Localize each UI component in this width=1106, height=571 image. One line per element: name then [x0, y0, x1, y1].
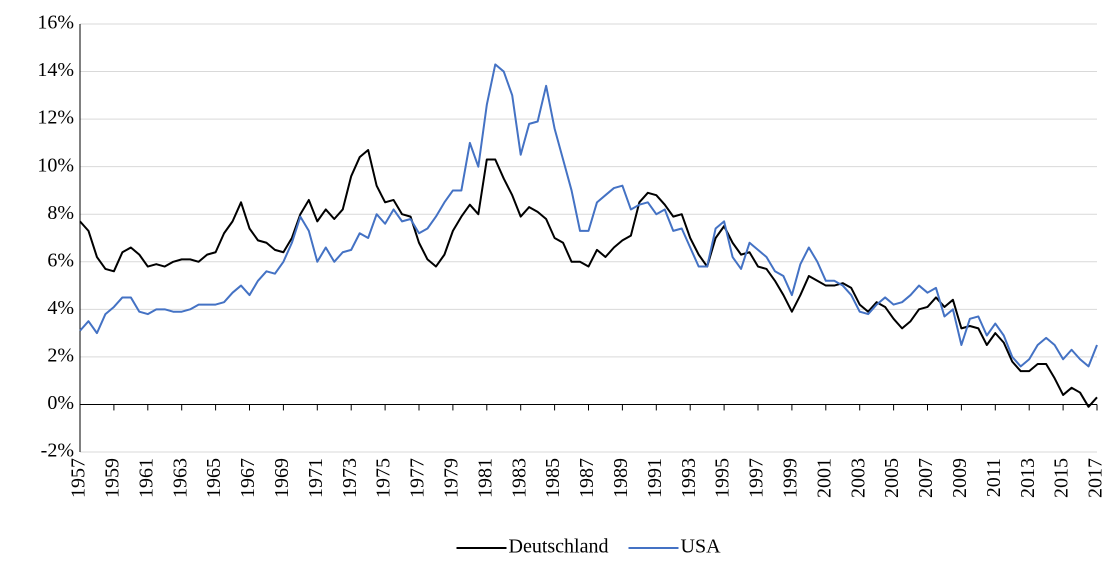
x-tick-label: 1957: [68, 458, 90, 498]
legend-label: USA: [681, 536, 722, 558]
y-tick-label: 14%: [37, 59, 74, 81]
y-tick-label: 10%: [37, 154, 74, 176]
y-tick-label: 12%: [37, 107, 74, 129]
x-tick-label: 2017: [1085, 458, 1106, 498]
x-tick-label: 2009: [949, 458, 971, 498]
x-tick-label: 1965: [203, 458, 225, 498]
x-tick-label: 1999: [779, 458, 801, 498]
line-series: [79, 63, 1098, 368]
x-tick-label: 1969: [271, 458, 293, 498]
x-tick-label: 1981: [474, 458, 496, 498]
y-tick-label: 8%: [47, 202, 74, 224]
x-tick-label: 1997: [746, 458, 768, 498]
x-tick-label: 1995: [712, 458, 734, 498]
y-tick-label: -2%: [41, 440, 74, 462]
x-tick-label: 1993: [678, 458, 700, 498]
x-tick-label: 2007: [915, 458, 937, 498]
x-tick-label: 1979: [440, 458, 462, 498]
x-tick-label: 2001: [813, 458, 835, 498]
x-tick-label: 1971: [305, 458, 327, 498]
x-tick-label: 1975: [373, 458, 395, 498]
y-tick-label: 16%: [37, 12, 74, 34]
x-tick-label: 1987: [576, 458, 598, 498]
x-tick-label: 1991: [644, 458, 666, 498]
x-tick-label: 1963: [169, 458, 191, 498]
x-tick-label: 1977: [407, 458, 429, 498]
y-tick-label: 4%: [47, 297, 74, 319]
x-tick-label: 1989: [610, 458, 632, 498]
x-tick-label: 1985: [542, 458, 564, 498]
x-tick-label: 1961: [135, 458, 157, 498]
line-series: [79, 149, 1098, 408]
x-tick-label: 2003: [847, 458, 869, 498]
x-tick-label: 2005: [881, 458, 903, 498]
x-tick-label: 2011: [983, 458, 1005, 497]
y-tick-label: 2%: [47, 344, 74, 366]
x-tick-label: 2013: [1017, 458, 1039, 498]
x-tick-label: 2015: [1051, 458, 1073, 498]
x-tick-label: 1967: [237, 458, 259, 498]
x-tick-label: 1983: [508, 458, 530, 498]
y-tick-label: 0%: [47, 392, 74, 414]
legend-label: Deutschland: [509, 536, 609, 558]
x-tick-label: 1959: [101, 458, 123, 498]
y-tick-label: 6%: [47, 249, 74, 271]
x-tick-label: 1973: [339, 458, 361, 498]
